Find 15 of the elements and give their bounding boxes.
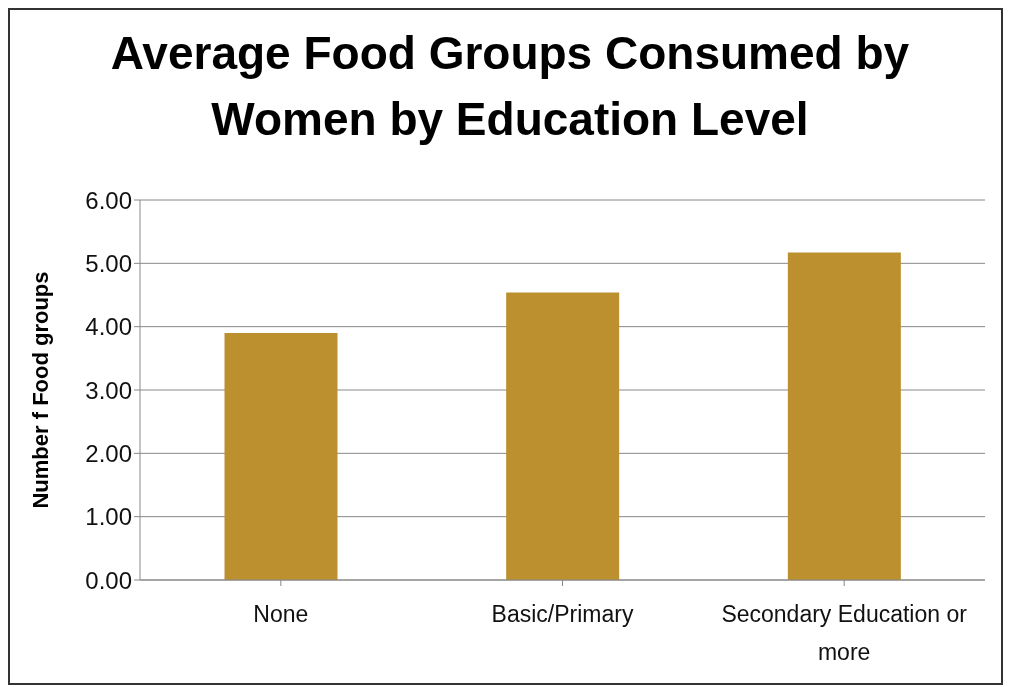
- bar: [224, 333, 338, 580]
- y-tick-label: 4.00: [85, 313, 132, 341]
- x-tick-label: Secondary Education or more: [721, 601, 968, 665]
- bar: [506, 292, 620, 580]
- bar: [787, 252, 901, 580]
- x-tick-label: None: [253, 601, 309, 627]
- chart-title: Average Food Groups Consumed by Women by Education Level: [110, 26, 910, 147]
- y-tick-label: 3.00: [85, 376, 132, 404]
- y-tick-label: 6.00: [85, 186, 132, 214]
- y-tick-label: 1.00: [85, 503, 132, 531]
- y-axis-title: Number f Food groups: [27, 271, 53, 509]
- x-tick-label: Basic/Primary: [491, 601, 634, 627]
- y-tick-label: 2.00: [85, 439, 132, 467]
- y-tick-label: 5.00: [85, 249, 132, 277]
- y-tick-label: 0.00: [85, 566, 132, 594]
